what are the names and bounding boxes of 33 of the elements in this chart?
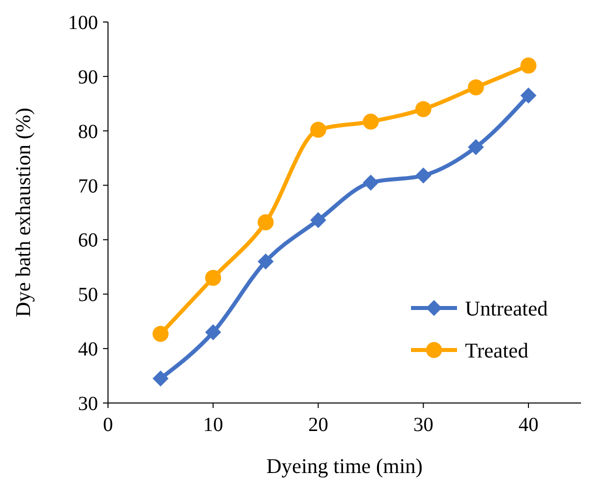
- x-tick-label: 0: [103, 414, 113, 436]
- y-tick-label: 50: [78, 284, 98, 306]
- point: [152, 326, 169, 342]
- y-axis-title: Dye bath exhaustion (%): [11, 108, 35, 318]
- legend-label: Untreated: [465, 296, 548, 320]
- x-tick-label: 20: [308, 414, 328, 436]
- x-tick-label: 30: [413, 414, 434, 436]
- point: [415, 101, 432, 118]
- point: [520, 87, 536, 104]
- point: [520, 58, 536, 74]
- x-tick-label: 10: [203, 414, 224, 436]
- y-tick-label: 90: [78, 66, 98, 88]
- y-tick-label: 40: [78, 338, 98, 361]
- y-tick-label: 70: [78, 175, 98, 198]
- point: [152, 370, 169, 387]
- point: [468, 139, 484, 156]
- legend-label: Treated: [465, 338, 529, 362]
- point: [310, 212, 326, 228]
- point: [205, 270, 222, 286]
- point: [205, 324, 222, 340]
- y-tick-label: 80: [78, 120, 98, 143]
- x-tick-label: 40: [518, 414, 538, 436]
- point: [362, 114, 379, 130]
- y-tick-label: 60: [78, 230, 98, 252]
- point: [258, 253, 274, 270]
- point: [468, 79, 484, 96]
- point: [362, 174, 379, 191]
- point: [415, 167, 432, 184]
- point: [258, 214, 274, 230]
- y-tick-label: 30: [78, 393, 98, 415]
- y-tick-label: 100: [68, 12, 98, 34]
- point: [310, 122, 326, 138]
- x-axis-title: Dyeing time (min): [266, 454, 423, 478]
